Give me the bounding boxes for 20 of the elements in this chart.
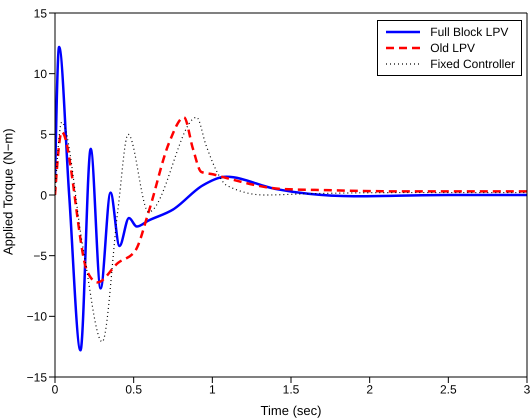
x-tick-label: 0 (52, 382, 59, 397)
y-tick-label: 15 (34, 6, 48, 20)
y-tick-label: −10 (26, 310, 48, 324)
x-tick-label: 3 (524, 382, 530, 397)
x-tick-label: 1.5 (282, 382, 300, 397)
line-series (55, 116, 527, 284)
x-tick-label: 1 (208, 382, 216, 397)
x-tick-label: 0.5 (125, 382, 142, 397)
y-axis-title: Applied Torque (N−m) (0, 128, 16, 255)
y-tick-label: 5 (40, 128, 48, 142)
x-tick-label: 2 (366, 382, 374, 397)
y-tick-label: 10 (34, 66, 48, 81)
legend-label: Full Block LPV (430, 25, 508, 39)
y-tick-label: −5 (33, 248, 48, 263)
x-axis-title: Time (sec) (260, 403, 322, 418)
legend-label: Fixed Controller (430, 57, 515, 71)
legend-label: Old LPV (430, 41, 475, 55)
y-tick-label: 0 (40, 188, 48, 202)
x-tick-label: 2.5 (440, 382, 457, 397)
y-tick-label: −15 (26, 370, 48, 384)
